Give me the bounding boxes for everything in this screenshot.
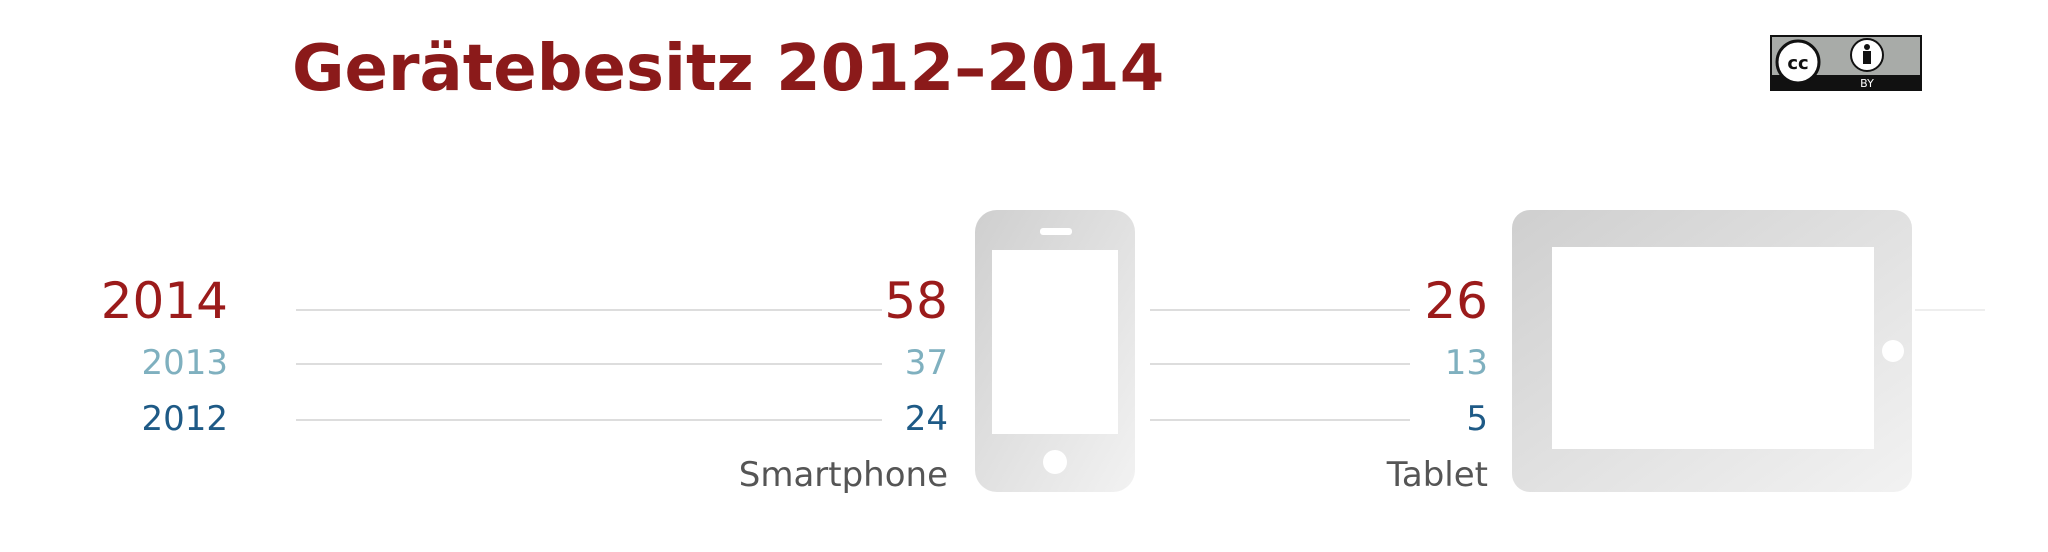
series-label-2013: 2013: [141, 343, 228, 383]
value-label-smartphone-2014: 58: [884, 272, 948, 330]
category-label-tablet: Tablet: [1386, 455, 1488, 495]
series-label-2012: 2012: [141, 399, 228, 439]
category-label-smartphone: Smartphone: [739, 455, 948, 495]
value-label-tablet-2013: 13: [1445, 343, 1488, 383]
smartphone-speaker: [1040, 228, 1072, 235]
license-badge-text: BY: [1860, 77, 1874, 90]
value-label-tablet-2012: 5: [1466, 399, 1488, 439]
chart-title: Gerätebesitz 2012–2014: [292, 32, 1165, 106]
svg-text:cc: cc: [1787, 53, 1808, 74]
tablet-screen: [1552, 247, 1874, 449]
smartphone-home-button: [1043, 450, 1067, 474]
tablet-home-button: [1882, 340, 1904, 362]
series-label-2014: 2014: [101, 272, 228, 330]
smartphone-screen: [992, 250, 1118, 434]
cc-by-license-icon: cc BY: [1770, 35, 1922, 91]
value-label-tablet-2014: 26: [1424, 272, 1488, 330]
value-label-smartphone-2013: 37: [905, 343, 948, 383]
value-label-smartphone-2012: 24: [905, 399, 948, 439]
